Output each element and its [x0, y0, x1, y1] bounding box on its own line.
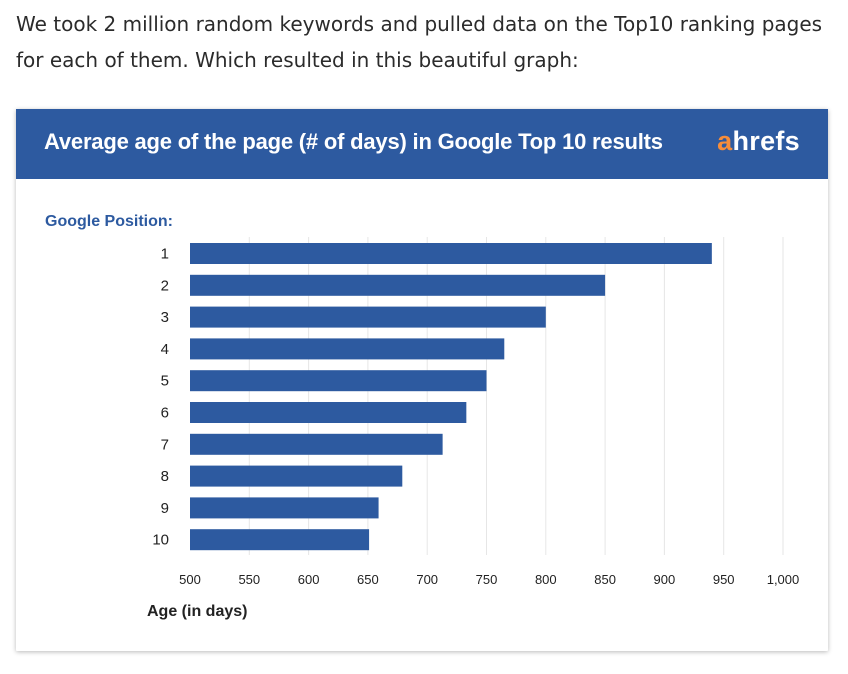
chart-header: Average age of the page (# of days) in G… [16, 109, 828, 179]
x-axis-title: Age (in days) [147, 603, 247, 620]
position-label-9: 9 [161, 500, 169, 517]
x-tick-700: 700 [416, 572, 438, 587]
x-tick-850: 850 [594, 572, 616, 587]
logo-accent-letter: a [717, 126, 733, 156]
bar-position-3 [190, 306, 546, 328]
position-label-6: 6 [161, 405, 169, 422]
position-label-7: 7 [161, 436, 169, 453]
chart-title: Average age of the page (# of days) in G… [44, 129, 663, 154]
x-tick-750: 750 [476, 572, 498, 587]
bar-position-5 [190, 370, 487, 392]
position-label-10: 10 [152, 532, 169, 549]
x-tick-500: 500 [179, 572, 201, 587]
bar-position-1 [190, 243, 712, 264]
intro-paragraph: We took 2 million random keywords and pu… [16, 12, 823, 72]
y-axis-title: Google Position: [45, 213, 173, 230]
bar-chart: 1 2 3 4 5 6 7 8 9 10 500 550 600 650 700 750 800 850 900 9… [45, 213, 799, 620]
x-tick-600: 600 [298, 572, 320, 587]
bar-position-9 [190, 497, 379, 519]
ahrefs-logo: ahrefs [717, 126, 800, 157]
position-label-4: 4 [161, 341, 169, 358]
x-tick-650: 650 [357, 572, 379, 587]
x-tick-550: 550 [238, 572, 260, 587]
bars [190, 243, 712, 551]
position-label-8: 8 [161, 468, 169, 485]
chart-card: Average age of the page (# of days) in G… [16, 109, 828, 651]
position-label-1: 1 [161, 246, 169, 263]
bar-position-7 [190, 433, 443, 455]
bar-position-6 [190, 402, 467, 423]
position-label-3: 3 [161, 309, 169, 326]
x-tick-900: 900 [654, 572, 676, 587]
position-label-2: 2 [161, 277, 169, 294]
x-tick-1000: 1,000 [767, 572, 800, 587]
x-tick-labels: 500 550 600 650 700 750 800 850 900 950 1,000 [179, 572, 799, 587]
x-tick-950: 950 [713, 572, 735, 587]
x-tick-800: 800 [535, 572, 557, 587]
bar-position-4 [190, 338, 505, 360]
position-labels: 1 2 3 4 5 6 7 8 9 10 [152, 246, 169, 549]
logo-rest: hrefs [732, 126, 800, 156]
bar-position-2 [190, 274, 606, 296]
bar-position-10 [190, 529, 370, 551]
position-label-5: 5 [161, 373, 169, 390]
bar-position-8 [190, 465, 403, 487]
